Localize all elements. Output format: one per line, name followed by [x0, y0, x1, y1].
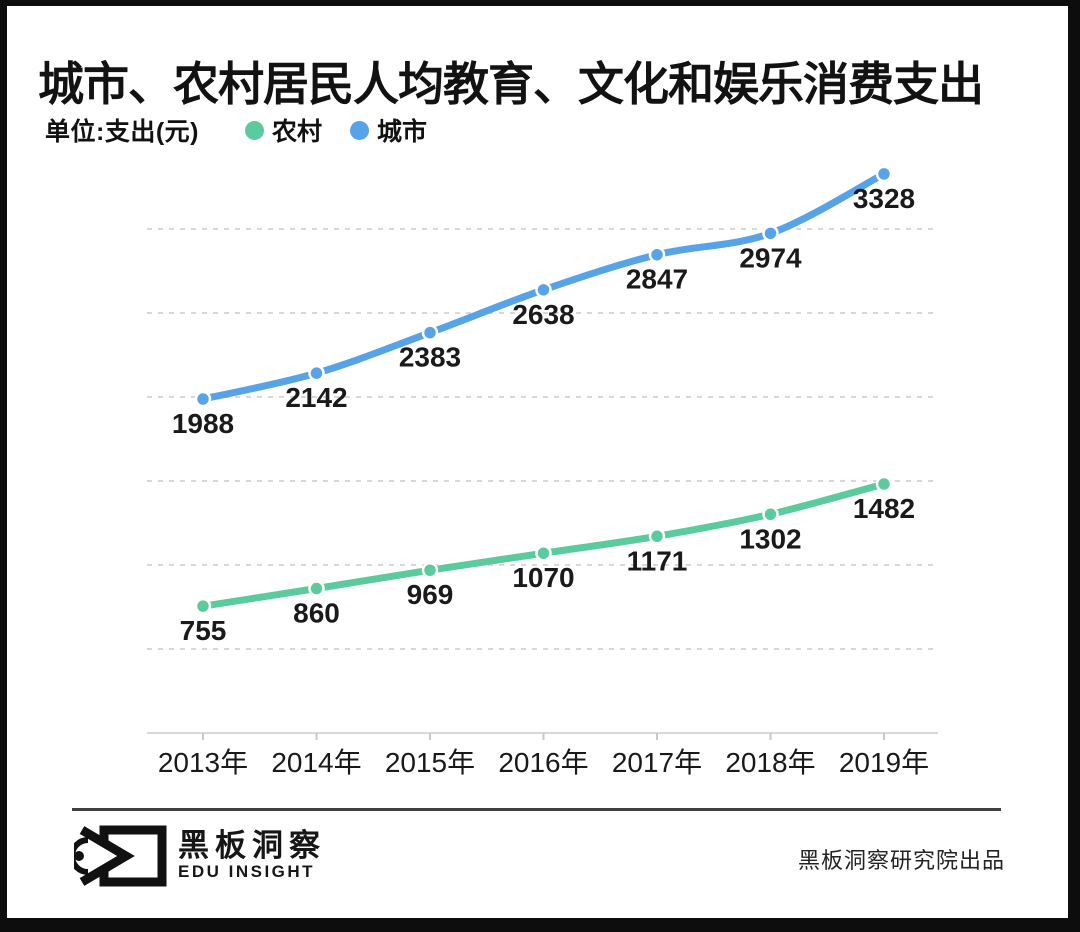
data-point-urban	[875, 165, 893, 183]
footer-separator-line	[72, 808, 1001, 811]
line-chart: 2013年 2014年 2015年 2016年 2017年 2018年 2019年 755 86…	[147, 165, 938, 778]
legend-row: 单位:支出(元) 农村 城市	[45, 112, 427, 148]
data-label-rural: 755	[180, 615, 227, 646]
data-label-urban: 2847	[626, 264, 688, 295]
data-label-rural: 1302	[739, 523, 801, 554]
data-label-rural: 969	[407, 579, 454, 610]
x-axis-label: 2013年	[158, 747, 248, 778]
data-label-urban: 2638	[512, 299, 574, 330]
eye-logo-icon	[74, 824, 167, 888]
data-label-urban: 2383	[399, 342, 461, 373]
data-point-urban	[421, 324, 439, 341]
legend-item-urban: 城市	[350, 112, 427, 148]
logo-text-en: EDU INSIGHT	[178, 861, 316, 881]
data-point-urban	[648, 246, 666, 263]
data-point-rural	[308, 580, 325, 597]
data-point-rural	[875, 475, 893, 493]
urban-legend-dot-icon	[350, 120, 369, 140]
data-point-urban	[762, 225, 779, 242]
data-point-rural	[762, 506, 779, 523]
x-axis-label: 2016年	[498, 747, 588, 778]
data-label-urban: 1988	[172, 408, 234, 439]
x-axis-label: 2018年	[725, 747, 815, 778]
data-point-urban	[308, 364, 325, 382]
data-label-rural: 1070	[512, 562, 574, 593]
data-point-rural	[648, 528, 666, 545]
data-point-urban	[194, 390, 212, 408]
data-label-urban: 2142	[285, 382, 347, 413]
x-axis-label: 2017年	[612, 747, 702, 778]
data-label-rural: 1171	[627, 545, 688, 576]
logo-text-cn: 黑板洞察	[178, 828, 326, 864]
logo-text-block: 黑板洞察 EDU INSIGHT	[178, 830, 326, 881]
rural-legend-dot-icon	[244, 120, 264, 140]
data-label-rural: 860	[293, 598, 340, 629]
footer-logo: 黑板洞察 EDU INSIGHT	[74, 824, 326, 888]
data-point-rural	[535, 544, 552, 562]
data-label-rural: 1482	[853, 493, 915, 524]
data-point-urban	[535, 281, 552, 299]
unit-label: 单位:支出(元)	[45, 118, 199, 146]
legend-label-urban: 城市	[377, 118, 428, 146]
x-axis-label: 2019年	[839, 747, 929, 778]
data-point-rural	[194, 597, 212, 615]
data-label-urban: 3328	[853, 183, 915, 214]
credit-text: 黑板洞察研究院出品	[797, 848, 1005, 873]
legend-item-rural: 农村	[244, 112, 322, 148]
legend-label-rural: 农村	[271, 118, 322, 146]
data-label-urban: 2974	[739, 242, 802, 273]
legend: 农村 城市	[244, 112, 427, 148]
x-axis-label: 2014年	[271, 747, 361, 778]
page-title: 城市、农村居民人均教育、文化和娱乐消费支出	[38, 57, 984, 110]
data-point-rural	[421, 561, 439, 579]
x-axis-label: 2015年	[385, 747, 475, 778]
